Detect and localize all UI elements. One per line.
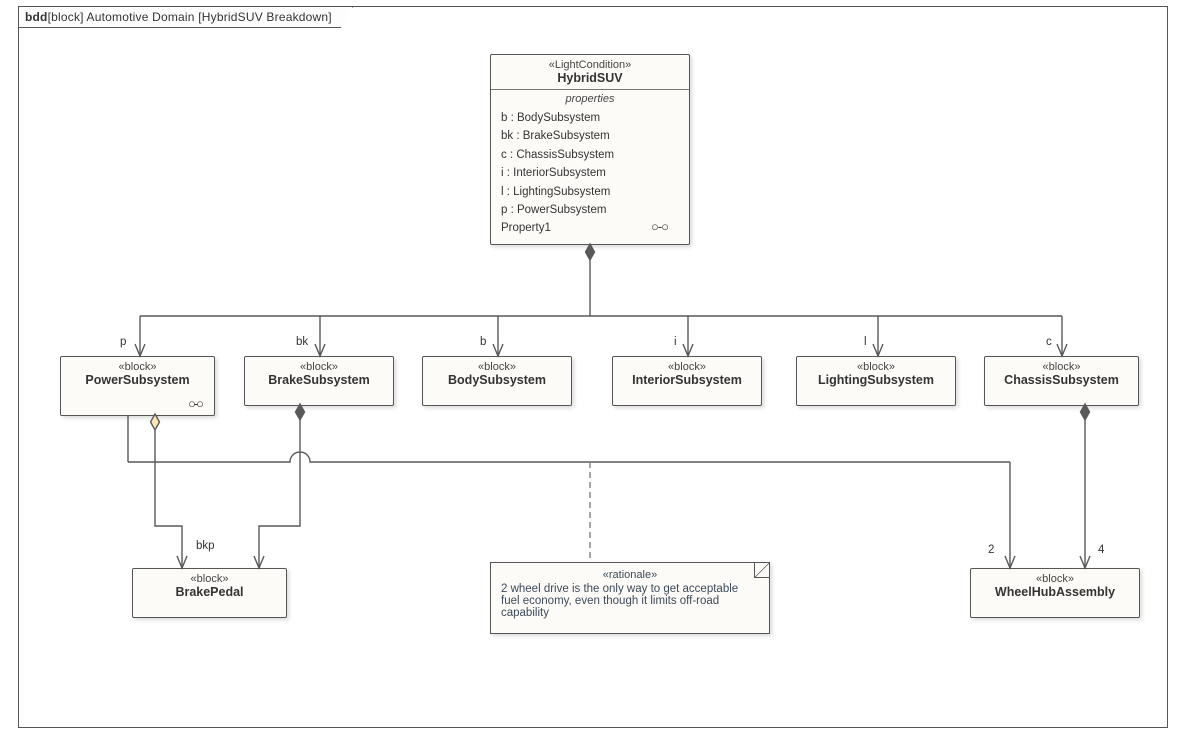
note-text: 2 wheel drive is the only way to get acc… [501, 583, 738, 619]
block-body-name: BodySubsystem [429, 373, 565, 387]
role-label-chassis: c [1046, 336, 1052, 348]
mult-power: 2 [988, 544, 994, 556]
block-lighting-name: LightingSubsystem [803, 373, 949, 387]
block-hybrid-property: b : BodySubsystem [501, 109, 679, 127]
block-chassis-name: ChassisSubsystem [991, 373, 1132, 387]
frame-kind: bdd [25, 10, 48, 24]
glasses-icon: ○-○ [651, 217, 677, 238]
frame-label: bdd[block] Automotive Domain [HybridSUV … [19, 7, 353, 28]
block-chassis-header: «block»ChassisSubsystem [985, 357, 1138, 391]
role-label-power: p [120, 336, 126, 348]
block-power-stereotype: «block» [67, 361, 208, 373]
block-interior-name: InteriorSubsystem [619, 373, 755, 387]
block-interior-header: «block»InteriorSubsystem [613, 357, 761, 391]
frame-suffix: [HybridSUV Breakdown] [198, 10, 332, 24]
block-hybrid-property: c : ChassisSubsystem [501, 146, 679, 164]
block-hybrid-properties: b : BodySubsystembk : BrakeSubsystemc : … [491, 107, 689, 244]
block-brake-name: BrakeSubsystem [251, 373, 387, 387]
block-wheel[interactable]: «block»WheelHubAssembly [970, 568, 1140, 618]
block-hybrid-header: «LightCondition»HybridSUV [491, 55, 689, 89]
role-label-body: b [480, 336, 486, 348]
mult-chassis: 4 [1098, 544, 1104, 556]
block-power[interactable]: «block»PowerSubsystem ○-○ [60, 356, 215, 416]
block-body-stereotype: «block» [429, 361, 565, 373]
role-label-brake: bk [296, 336, 308, 348]
block-power-header: «block»PowerSubsystem [61, 357, 214, 391]
block-wheel-stereotype: «block» [977, 573, 1133, 585]
block-brake[interactable]: «block»BrakeSubsystem [244, 356, 394, 406]
block-hybrid-property: i : InteriorSubsystem [501, 164, 679, 182]
block-chassis[interactable]: «block»ChassisSubsystem [984, 356, 1139, 406]
role-label-interior: i [674, 336, 677, 348]
note-stereotype: «rationale» [501, 569, 759, 581]
block-pedal-stereotype: «block» [139, 573, 280, 585]
note-fold-icon [754, 563, 769, 578]
block-brake-stereotype: «block» [251, 361, 387, 373]
block-lighting-header: «block»LightingSubsystem [797, 357, 955, 391]
block-power-name: PowerSubsystem [67, 373, 208, 387]
frame-context: Automotive Domain [84, 10, 199, 24]
block-hybrid-compartment-label: properties [491, 90, 689, 107]
block-wheel-header: «block»WheelHubAssembly [971, 569, 1139, 603]
block-interior-stereotype: «block» [619, 361, 755, 373]
block-wheel-name: WheelHubAssembly [977, 585, 1133, 599]
block-pedal-header: «block»BrakePedal [133, 569, 286, 603]
role-label-lighting: l [864, 336, 867, 348]
block-brake-header: «block»BrakeSubsystem [245, 357, 393, 391]
block-hybrid-property: l : LightingSubsystem [501, 183, 679, 201]
block-lighting[interactable]: «block»LightingSubsystem [796, 356, 956, 406]
block-hybrid-name: HybridSUV [497, 71, 683, 85]
block-hybrid-property: bk : BrakeSubsystem [501, 127, 679, 145]
block-lighting-stereotype: «block» [803, 361, 949, 373]
block-body[interactable]: «block»BodySubsystem [422, 356, 572, 406]
block-pedal[interactable]: «block»BrakePedal [132, 568, 287, 618]
frame-bracket: [block] [48, 10, 84, 24]
block-hybrid[interactable]: «LightCondition»HybridSUVpropertiesb : B… [490, 54, 690, 245]
block-chassis-stereotype: «block» [991, 361, 1132, 373]
block-body-header: «block»BodySubsystem [423, 357, 571, 391]
block-hybrid-stereotype: «LightCondition» [497, 59, 683, 71]
block-pedal-name: BrakePedal [139, 585, 280, 599]
rationale-note[interactable]: «rationale» 2 wheel drive is the only way… [490, 562, 770, 634]
role-label-bkp: bkp [196, 540, 215, 552]
glasses-icon: ○-○ [188, 396, 202, 411]
block-interior[interactable]: «block»InteriorSubsystem [612, 356, 762, 406]
